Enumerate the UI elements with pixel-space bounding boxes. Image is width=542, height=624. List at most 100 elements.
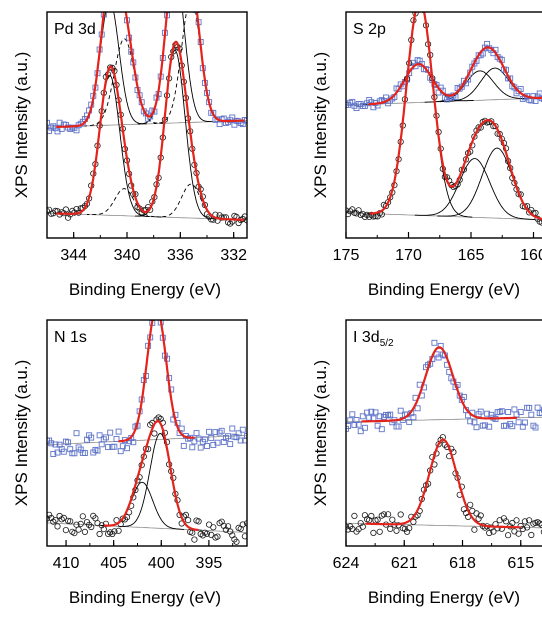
- data-point-top: [515, 419, 522, 426]
- y-axis-label: XPS Intensity (a.u.): [311, 360, 330, 506]
- data-point-top: [519, 423, 526, 430]
- data-point-bottom: [73, 521, 80, 528]
- data-point-bottom: [393, 527, 400, 534]
- data-point-top: [357, 428, 364, 435]
- component-peak-top-1: [384, 346, 494, 422]
- x-tick-label: 340: [114, 247, 141, 264]
- data-point-bottom: [419, 4, 424, 9]
- panel-title: I 3d5/2: [353, 329, 394, 349]
- data-point-top: [84, 436, 90, 443]
- plot-area: [346, 339, 542, 539]
- data-point-bottom: [47, 515, 51, 522]
- data-point-top: [75, 444, 82, 451]
- data-point-bottom: [475, 515, 482, 522]
- data-point-bottom: [88, 523, 95, 531]
- data-point-bottom: [79, 513, 86, 520]
- component-peak-bottom-1: [388, 439, 498, 528]
- data-point-bottom: [370, 529, 377, 537]
- y-axis-label: XPS Intensity (a.u.): [12, 360, 31, 506]
- data-point-top: [524, 404, 531, 411]
- data-point-bottom: [346, 207, 350, 214]
- chart-panel-2: 175 170 165 160Binding Energy (eV) XPS Inten…: [311, 4, 542, 299]
- data-point-top: [124, 445, 130, 452]
- data-point-bottom: [351, 512, 358, 520]
- data-point-top: [351, 421, 358, 428]
- data-point-bottom: [225, 523, 232, 530]
- data-point-top: [208, 434, 215, 441]
- data-point-top: [364, 409, 371, 416]
- data-point-top: [380, 414, 387, 420]
- data-point-top: [54, 449, 61, 456]
- axes-frame: [345, 11, 542, 239]
- data-point-top: [206, 428, 213, 435]
- component-peak-top-2: [84, 38, 165, 127]
- data-point-bottom: [47, 208, 51, 215]
- data-point-bottom: [100, 525, 107, 533]
- data-point-top: [152, 302, 157, 307]
- data-point-top: [229, 425, 236, 432]
- chart-panel-1: 344 340 336 332 Binding Energy (eV) XPS Inten…: [12, 11, 248, 299]
- data-point-bottom: [119, 515, 126, 522]
- y-axis-label: XPS Intensity (a.u.): [12, 52, 31, 198]
- data-point-bottom: [243, 520, 247, 527]
- fit-envelope-bottom: [365, 438, 522, 529]
- component-peak-top-3: [137, 12, 213, 125]
- data-point-top: [241, 437, 247, 444]
- data-point-top: [115, 428, 122, 435]
- data-point-bottom: [90, 512, 97, 520]
- data-point-bottom: [387, 525, 394, 533]
- data-point-bottom: [363, 211, 371, 218]
- data-point-bottom: [206, 521, 213, 528]
- data-point-bottom: [241, 533, 247, 540]
- data-point-bottom: [471, 526, 478, 533]
- data-point-bottom: [235, 524, 242, 532]
- x-tick-label: 615: [507, 555, 534, 572]
- data-point-top: [90, 449, 97, 456]
- data-point-top: [540, 96, 542, 103]
- fit-envelope-top: [368, 46, 542, 106]
- data-point-bottom: [526, 517, 533, 524]
- data-point-top: [511, 406, 518, 413]
- data-point-bottom: [227, 528, 234, 535]
- data-point-bottom: [197, 530, 204, 538]
- data-point-top: [540, 406, 542, 413]
- data-point-top: [467, 418, 474, 425]
- y-axis-label: XPS Intensity (a.u.): [311, 52, 330, 198]
- panel-title-main: Pd 3d: [54, 21, 96, 38]
- data-point-top: [237, 437, 244, 444]
- data-point-bottom: [62, 206, 70, 213]
- data-point-top: [528, 411, 535, 418]
- axes-frame: [345, 319, 542, 547]
- data-point-bottom: [346, 523, 350, 530]
- data-point-top: [220, 439, 227, 445]
- data-point-top: [393, 423, 400, 430]
- x-tick-label: 405: [100, 555, 127, 572]
- component-peak-bottom-2: [414, 158, 535, 220]
- data-point-top: [154, 302, 159, 307]
- data-point-top: [534, 404, 541, 411]
- background-line-bottom: [47, 522, 247, 533]
- data-point-top: [244, 433, 247, 439]
- data-point-bottom: [389, 516, 396, 523]
- data-point-bottom: [509, 519, 516, 527]
- data-point-bottom: [65, 214, 72, 221]
- data-point-bottom: [73, 206, 80, 213]
- data-point-top: [193, 430, 200, 437]
- data-point-top: [47, 119, 50, 126]
- data-point-top: [52, 441, 59, 448]
- data-point-bottom: [56, 512, 63, 520]
- plot-area: [47, 302, 247, 545]
- data-point-bottom: [479, 118, 486, 126]
- data-point-bottom: [349, 206, 356, 213]
- data-point-bottom: [500, 515, 507, 522]
- data-point-top: [473, 424, 480, 431]
- data-point-top: [507, 420, 514, 427]
- data-point-top: [479, 422, 486, 429]
- data-point-top: [406, 418, 413, 425]
- x-tick-label: 170: [395, 247, 422, 264]
- component-peak-top-4: [153, 12, 229, 125]
- data-point-bottom: [109, 530, 116, 538]
- data-point-top: [378, 426, 385, 433]
- data-point-top: [113, 435, 120, 442]
